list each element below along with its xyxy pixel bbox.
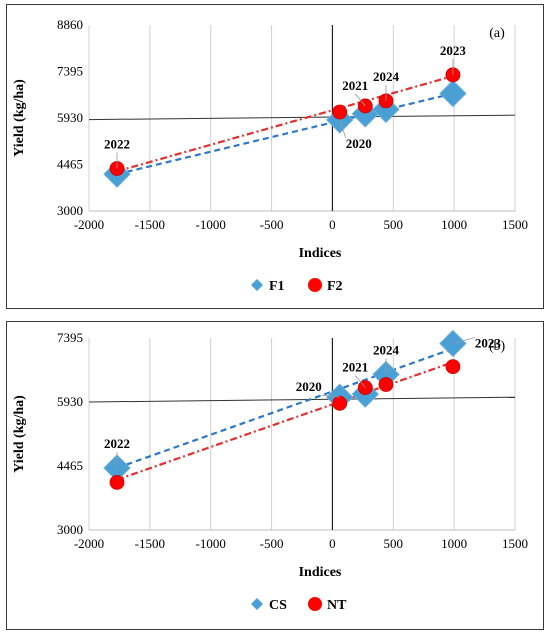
trendline-nt: [116, 361, 454, 481]
legend-label-cs: CS: [269, 598, 287, 613]
reference-line: [88, 396, 516, 403]
x-tick-label: -1000: [196, 217, 226, 232]
x-tick-label: 1000: [441, 217, 467, 232]
data-point-f1-2023: [439, 79, 467, 108]
legend-label-nt: NT: [327, 598, 347, 613]
chart-b-svg: -2000 -1500 -1000 -500 0 500 1000 1500 3000 4465 5…: [12, 329, 528, 613]
trendline-f2: [116, 75, 454, 173]
point-label-2020: 2020: [296, 379, 322, 394]
y-tick-label: 3000: [57, 522, 83, 537]
x-tick-label: 500: [384, 536, 404, 551]
point-label-2020: 2020: [346, 136, 372, 151]
x-tick-label: 1500: [502, 217, 528, 232]
panel-label: (b): [489, 339, 506, 354]
y-tick-label: 4465: [57, 458, 83, 473]
x-axis-title: Indices: [299, 565, 342, 580]
annotation-leader: [339, 119, 347, 139]
x-tick-label: 0: [329, 536, 336, 551]
legend-label-f1: F1: [269, 279, 285, 294]
y-axis-title: Yield (kg/ha): [12, 395, 27, 473]
data-point-nt-2020: [332, 395, 348, 411]
legend-marker-f1: [251, 279, 263, 291]
x-tick-label: 500: [384, 217, 404, 232]
data-point-cs-2023: [439, 329, 467, 358]
y-tick-label: 5930: [57, 394, 83, 409]
annotation-leader: [354, 93, 366, 107]
legend-marker-f2: [308, 278, 322, 292]
reference-line: [88, 114, 516, 121]
x-tick-label: -500: [260, 217, 284, 232]
data-point-nt-2024: [378, 377, 394, 392]
point-label-2022: 2022: [104, 436, 130, 451]
x-tick-label: 0: [329, 217, 336, 232]
annotation-leader: [452, 337, 476, 344]
point-label-2022: 2022: [104, 136, 130, 151]
annotation-leader: [354, 375, 366, 388]
x-tick-label: -1500: [135, 217, 165, 232]
chart-panel-b: -2000 -1500 -1000 -500 0 500 1000 1500 3000 4465 5…: [6, 321, 544, 630]
chart-a-svg: -2000 -1500 -1000 -500 0 500 1000 1500 3000 4465 5…: [12, 17, 528, 294]
x-axis-title: Indices: [299, 246, 342, 261]
point-label-2024: 2024: [373, 69, 400, 84]
point-label-2021: 2021: [342, 360, 368, 375]
y-tick-label: 5930: [57, 110, 83, 125]
x-tick-label: 1000: [441, 536, 467, 551]
y-tick-label: 7395: [57, 64, 83, 79]
annotation-leader: [321, 394, 340, 398]
x-tick-label: -1500: [135, 536, 165, 551]
legend-marker-nt: [308, 597, 322, 611]
trendline-cs: [116, 347, 454, 470]
y-tick-label: 7395: [57, 330, 83, 345]
x-tick-label: -2000: [74, 536, 104, 551]
y-tick-label: 4465: [57, 157, 83, 172]
y-axis-title: Yield (kg/ha): [12, 79, 27, 157]
point-label-2024: 2024: [373, 342, 400, 357]
legend-marker-cs: [251, 598, 263, 610]
chart-panel-a: -2000 -1500 -1000 -500 0 500 1000 1500 3000 4465 5…: [6, 4, 544, 309]
panel-label: (a): [489, 26, 505, 41]
point-label-2023: 2023: [440, 43, 467, 58]
data-point-nt-2023: [445, 359, 461, 375]
x-tick-label: -1000: [196, 536, 226, 551]
y-tick-label: 8860: [57, 17, 83, 32]
x-tick-label: 1500: [502, 536, 528, 551]
y-tick-label: 3000: [57, 203, 83, 218]
x-tick-label: -2000: [74, 217, 104, 232]
data-point-f2-2020: [332, 104, 348, 120]
data-point-nt-2022: [109, 474, 125, 490]
point-label-2021: 2021: [342, 78, 368, 93]
point-label-2023: 2023: [475, 335, 502, 350]
trendline-f1: [116, 92, 454, 176]
x-tick-label: -500: [260, 536, 284, 551]
legend-label-f2: F2: [327, 279, 343, 294]
